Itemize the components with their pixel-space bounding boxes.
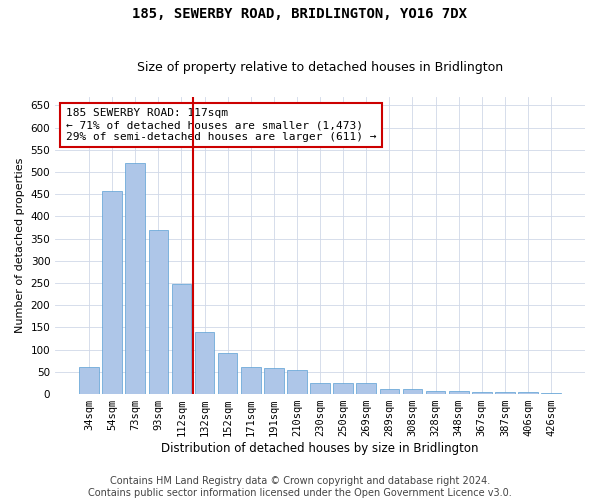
Bar (495, 392, 515, 394)
Bar (218, 353, 238, 394)
Bar (541, 393, 561, 394)
Bar (149, 230, 168, 394)
Bar (287, 370, 307, 394)
Bar (172, 284, 191, 394)
Y-axis label: Number of detached properties: Number of detached properties (15, 158, 25, 333)
Bar (103, 190, 122, 394)
Bar (356, 383, 376, 394)
X-axis label: Distribution of detached houses by size in Bridlington: Distribution of detached houses by size … (161, 442, 479, 455)
Text: 185 SEWERBY ROAD: 117sqm
← 71% of detached houses are smaller (1,473)
29% of sem: 185 SEWERBY ROAD: 117sqm ← 71% of detach… (66, 108, 376, 142)
Bar (125, 163, 145, 394)
Title: Size of property relative to detached houses in Bridlington: Size of property relative to detached ho… (137, 62, 503, 74)
Bar (449, 390, 469, 394)
Bar (264, 368, 284, 394)
Text: 185, SEWERBY ROAD, BRIDLINGTON, YO16 7DX: 185, SEWERBY ROAD, BRIDLINGTON, YO16 7DX (133, 8, 467, 22)
Bar (380, 389, 399, 394)
Bar (518, 392, 538, 394)
Bar (195, 332, 214, 394)
Bar (426, 392, 445, 394)
Bar (403, 389, 422, 394)
Bar (472, 392, 491, 394)
Bar (241, 366, 260, 394)
Bar (334, 383, 353, 394)
Bar (310, 383, 330, 394)
Bar (79, 366, 99, 394)
Text: Contains HM Land Registry data © Crown copyright and database right 2024.
Contai: Contains HM Land Registry data © Crown c… (88, 476, 512, 498)
